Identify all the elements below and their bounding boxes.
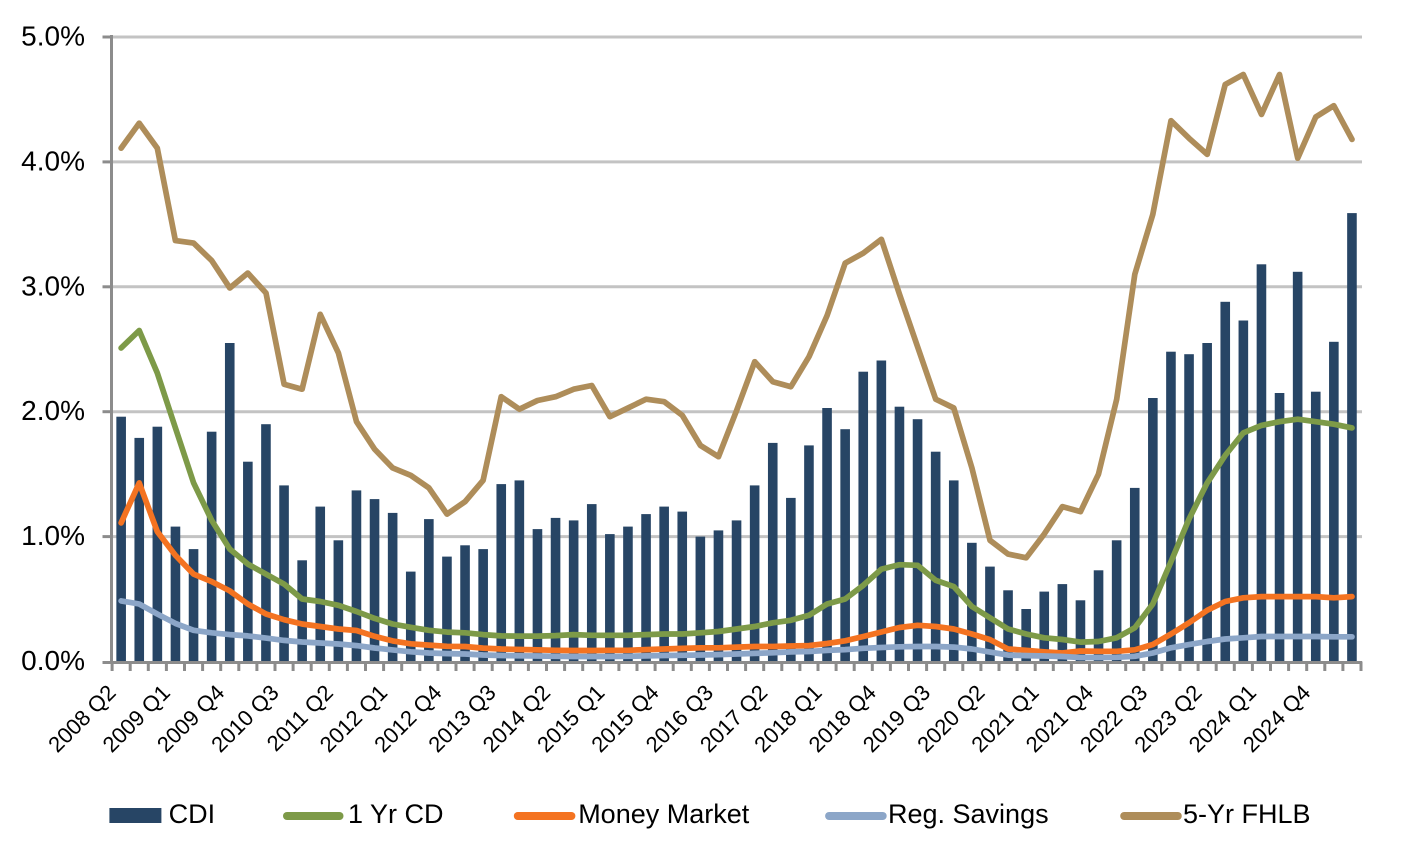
svg-text:2.0%: 2.0%	[21, 395, 85, 426]
svg-text:0.0%: 0.0%	[21, 645, 85, 676]
svg-text:CDI: CDI	[169, 799, 216, 829]
svg-text:1.0%: 1.0%	[21, 520, 85, 551]
svg-text:1 Yr CD: 1 Yr CD	[348, 799, 444, 829]
svg-text:4.0%: 4.0%	[21, 145, 85, 176]
svg-text:5.0%: 5.0%	[21, 21, 85, 52]
svg-text:Money Market: Money Market	[578, 799, 750, 829]
svg-text:3.0%: 3.0%	[21, 270, 85, 301]
svg-text:5-Yr FHLB: 5-Yr FHLB	[1183, 799, 1311, 829]
svg-text:Reg. Savings: Reg. Savings	[888, 799, 1049, 829]
